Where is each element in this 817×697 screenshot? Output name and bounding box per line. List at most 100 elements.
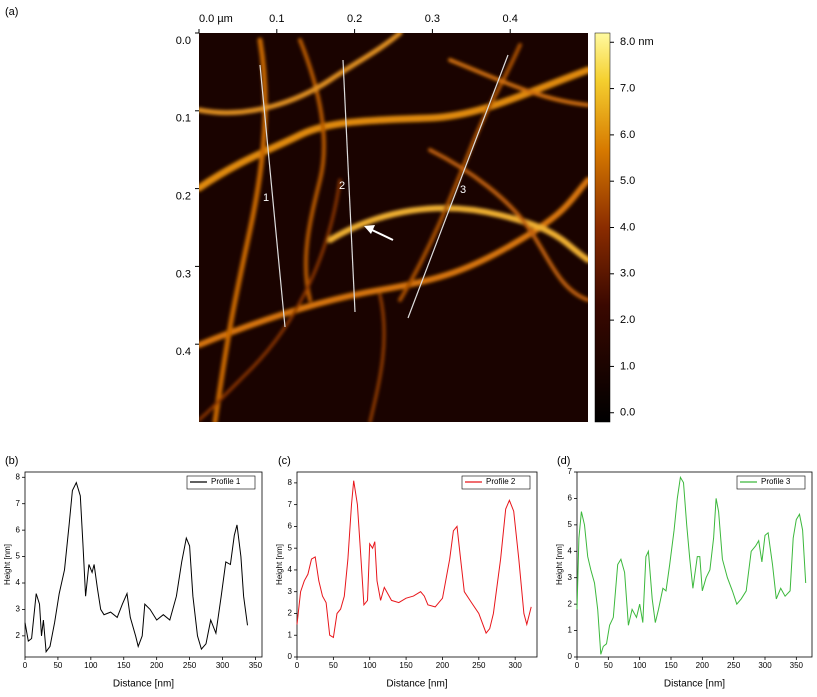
panel-label: (d)	[557, 455, 570, 467]
y-tick-label: 0.0	[176, 35, 191, 47]
y-tick-label: 7	[288, 500, 293, 509]
x-tick-label: 0.3	[425, 13, 440, 25]
y-axis-title: Height [nm]	[3, 544, 12, 585]
profile-line	[576, 475, 807, 655]
arrow	[364, 225, 394, 241]
x-tick-label: 100	[633, 661, 647, 670]
y-tick-label: 1	[568, 626, 573, 635]
legend-label: Profile 2	[486, 477, 516, 486]
y-tick-label: 1	[288, 630, 293, 639]
y-tick-label: 8	[16, 472, 21, 481]
fibers	[199, 33, 588, 422]
x-tick-label: 300	[216, 661, 230, 670]
colorbar-label: 7.0	[620, 82, 635, 94]
x-tick-label: 250	[727, 661, 741, 670]
profile-chart: (b) 0 50 100 150 200 250 300 350 2 3 4 5 6 7 8 Distance …	[3, 455, 263, 690]
x-tick-label: 0	[295, 661, 300, 670]
y-tick-label: 0.4	[176, 346, 191, 358]
y-tick-label: 6	[16, 525, 21, 534]
y-tick-label: 5	[288, 543, 293, 552]
x-tick-label: 250	[183, 661, 197, 670]
x-tick-label: 0.1	[269, 13, 284, 25]
x-tick-label: 50	[604, 661, 613, 670]
legend-box	[736, 475, 806, 490]
colorbar-label: 4.0	[620, 221, 635, 233]
y-tick-label: 6	[568, 494, 573, 503]
plot-frame	[296, 471, 538, 658]
profile-line	[407, 54, 509, 319]
legend-box	[186, 475, 256, 490]
legend-label: Profile 3	[761, 477, 791, 486]
x-tick-label: 100	[84, 661, 98, 670]
panel-label: (c)	[278, 455, 291, 467]
colorbar-label: 0.0	[620, 407, 635, 419]
y-tick-label: 2	[288, 609, 293, 618]
x-tick-label: 50	[329, 661, 338, 670]
x-tick-label: 0	[23, 661, 28, 670]
panel-label: (b)	[5, 455, 18, 467]
x-tick-label: 300	[758, 661, 772, 670]
colorbar-label: 1.0	[620, 360, 635, 372]
y-tick-label: 3	[288, 587, 293, 596]
x-tick-label: 0.4	[503, 13, 518, 25]
plot-frame	[576, 471, 813, 658]
colorbar-label: 3.0	[620, 268, 635, 280]
line-label: 3	[460, 184, 466, 196]
x-tick-label: 0.2	[347, 13, 362, 25]
y-axis-title: Height [nm]	[275, 544, 284, 585]
x-tick-label: 0	[575, 661, 580, 670]
plot-frame	[24, 471, 263, 658]
y-tick-label: 5	[16, 552, 21, 561]
panel-label: (a)	[5, 6, 18, 18]
x-tick-label: 50	[53, 661, 62, 670]
x-axis-title: Distance [nm]	[113, 679, 174, 690]
line-label: 1	[263, 192, 269, 204]
profile-line	[259, 64, 286, 328]
x-tick-label: 350	[249, 661, 263, 670]
y-tick-label: 7	[568, 467, 573, 476]
x-tick-label: 200	[696, 661, 710, 670]
y-tick-label: 7	[16, 499, 21, 508]
x-tick-label: 100	[363, 661, 377, 670]
x-tick-label: 0.0 µm	[199, 13, 233, 25]
y-tick-label: 6	[288, 522, 293, 531]
y-tick-label: 5	[568, 520, 573, 529]
profile-line	[24, 481, 248, 654]
x-axis-title: Distance [nm]	[664, 679, 725, 690]
y-tick-label: 2	[568, 599, 573, 608]
x-tick-label: 150	[399, 661, 413, 670]
y-tick-label: 4	[16, 578, 21, 587]
colorbar-label: 2.0	[620, 314, 635, 326]
y-tick-label: 0	[288, 652, 293, 661]
x-tick-label: 350	[790, 661, 804, 670]
colorbar-label: 6.0	[620, 129, 635, 141]
y-tick-label: 8	[288, 478, 293, 487]
profile-chart: (c) 0 50 100 150 200 250 300 0 1 2 3 4 5 6 7 8 Distance […	[275, 455, 538, 690]
profile-line	[296, 480, 532, 639]
colorbar	[594, 32, 611, 423]
y-tick-label: 4	[568, 546, 573, 555]
x-tick-label: 200	[436, 661, 450, 670]
x-tick-label: 300	[509, 661, 523, 670]
y-tick-label: 0	[568, 652, 573, 661]
x-tick-label: 150	[664, 661, 678, 670]
colorbar-label: 8.0 nm	[620, 36, 654, 48]
y-tick-label: 4	[288, 565, 293, 574]
line-label: 2	[339, 180, 345, 192]
y-tick-label: 0.1	[176, 113, 191, 125]
legend-label: Profile 1	[211, 477, 241, 486]
y-tick-label: 3	[16, 605, 21, 614]
x-tick-label: 200	[150, 661, 164, 670]
colorbar-label: 5.0	[620, 175, 635, 187]
y-tick-label: 3	[568, 573, 573, 582]
legend-box	[461, 475, 531, 490]
y-tick-label: 2	[16, 631, 21, 640]
profile-line	[342, 59, 356, 313]
profile-chart: (d) 0 50 100 150 200 250 300 350 0 1 2 3 4 5 6 7 Distance…	[555, 455, 813, 690]
x-tick-label: 250	[472, 661, 486, 670]
y-axis-title: Height [nm]	[555, 544, 564, 585]
y-tick-label: 0.2	[176, 191, 191, 203]
y-tick-label: 0.3	[176, 268, 191, 280]
x-tick-label: 150	[117, 661, 131, 670]
